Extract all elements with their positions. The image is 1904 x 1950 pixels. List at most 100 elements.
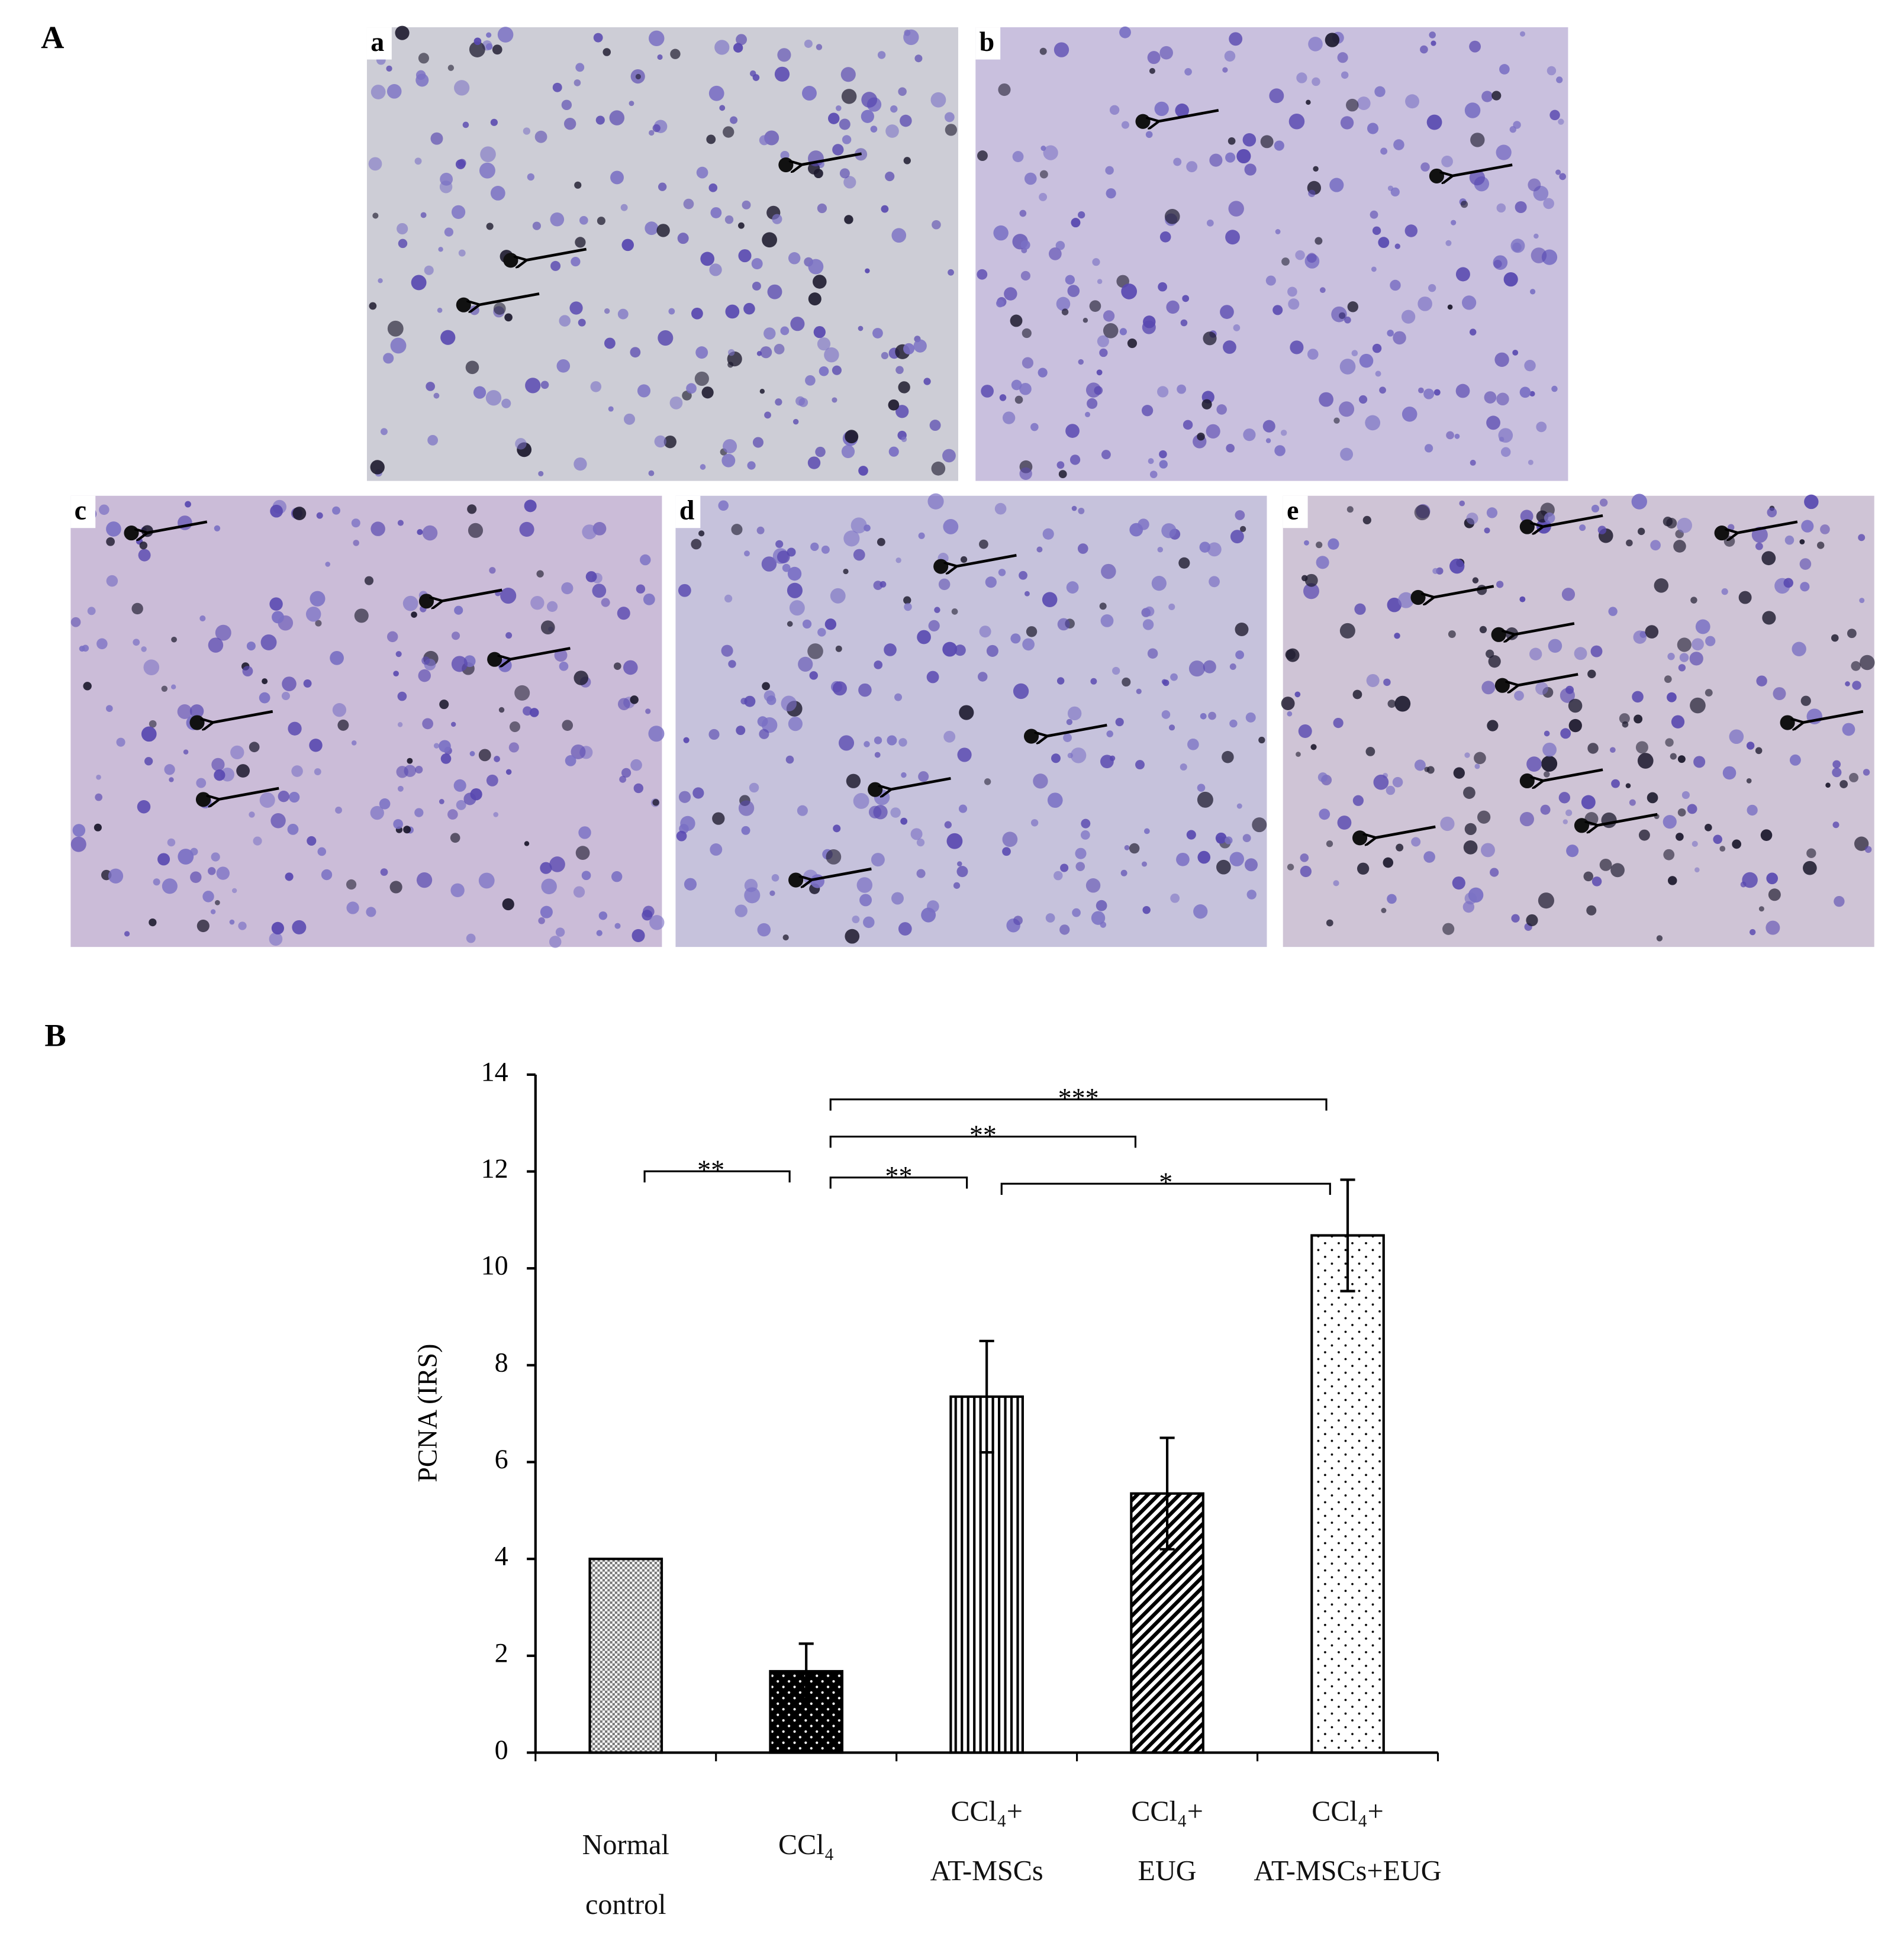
nucleus	[1161, 710, 1171, 719]
nucleus	[1002, 411, 1016, 424]
nucleus	[752, 281, 761, 291]
nucleus	[652, 799, 659, 806]
nucleus	[1333, 417, 1340, 424]
nucleus	[1235, 623, 1249, 637]
nucleus	[492, 44, 502, 55]
nucleus	[1610, 863, 1625, 878]
nucleus	[861, 92, 878, 108]
nucleus	[171, 636, 177, 643]
nucleus	[1208, 711, 1216, 720]
nucleus	[1154, 101, 1169, 117]
nucleus	[149, 918, 157, 927]
nucleus	[167, 838, 176, 847]
nucleus	[1039, 170, 1048, 179]
nucleus	[874, 736, 882, 744]
nucleus	[397, 223, 408, 235]
arrow	[1597, 813, 1658, 826]
nucleus	[1229, 663, 1236, 670]
nucleus	[1229, 852, 1244, 866]
nucleus	[787, 566, 802, 581]
nucleus	[810, 874, 825, 888]
nucleus	[714, 40, 730, 55]
nucleus	[1632, 691, 1644, 703]
nucleus	[380, 428, 388, 436]
nucleus	[756, 526, 765, 534]
nucleus	[1357, 862, 1370, 875]
nucleus	[1209, 576, 1220, 588]
nucleus	[1197, 432, 1205, 441]
nucleus	[561, 99, 572, 111]
nucleus	[898, 922, 912, 936]
micrograph: d	[675, 493, 1267, 947]
nucleus	[1164, 208, 1180, 224]
nucleus	[871, 853, 885, 867]
nucleus	[1760, 829, 1773, 841]
nucleus	[505, 632, 513, 639]
nucleus	[1298, 724, 1312, 739]
nucleus	[143, 659, 160, 675]
nucleus	[695, 346, 708, 359]
nucleus	[1120, 869, 1127, 876]
nucleus	[1129, 843, 1140, 854]
nucleus	[1568, 698, 1583, 713]
nucleus	[285, 872, 294, 881]
nucleus	[1766, 920, 1780, 935]
nucleus	[1692, 840, 1698, 847]
nucleus	[1067, 285, 1080, 297]
nucleus	[923, 378, 931, 385]
nucleus	[1042, 592, 1058, 607]
nucleus	[1340, 116, 1354, 130]
nucleus	[486, 32, 492, 38]
nucleus	[485, 43, 493, 50]
nucleus	[1460, 201, 1468, 208]
nucleus	[1609, 747, 1616, 753]
nucleus	[1544, 730, 1550, 737]
nucleus	[668, 308, 675, 315]
nucleus	[1206, 424, 1220, 439]
nucleus	[372, 212, 379, 219]
stained-nucleus	[1714, 526, 1729, 541]
nucleus	[1226, 443, 1235, 453]
nucleus	[1428, 284, 1436, 292]
nucleus	[1244, 858, 1258, 872]
nucleus	[977, 269, 988, 280]
nucleus	[1269, 88, 1284, 104]
nucleus	[1464, 102, 1481, 118]
nucleus	[1339, 623, 1355, 639]
nucleus	[1054, 42, 1069, 57]
nucleus	[1039, 47, 1047, 55]
nucleus	[262, 678, 268, 685]
nucleus	[1800, 582, 1810, 592]
nucleus	[1229, 32, 1243, 46]
nucleus	[1092, 258, 1100, 266]
nucleus	[1057, 618, 1070, 631]
nucleus	[1341, 71, 1349, 79]
nucleus	[771, 874, 779, 882]
nucleus	[1337, 52, 1348, 63]
nucleus	[1541, 755, 1558, 772]
nucleus	[1262, 420, 1275, 433]
nucleus	[424, 265, 434, 275]
nucleus	[859, 894, 872, 907]
nucleus	[1746, 778, 1752, 784]
nucleus	[1414, 759, 1426, 771]
nucleus	[1245, 712, 1256, 723]
nucleus	[1656, 935, 1663, 942]
nucleus	[1161, 679, 1167, 685]
nucleus	[683, 737, 690, 743]
nucleus	[1233, 324, 1241, 331]
nucleus	[95, 793, 103, 801]
nucleus	[1529, 391, 1535, 397]
nucleus	[1096, 369, 1103, 376]
nucleus	[309, 739, 323, 752]
nucleus	[1119, 26, 1131, 38]
nucleus	[816, 44, 823, 50]
nucleus	[397, 785, 404, 792]
x-tick-label: CCl₄+ EUG	[1131, 1796, 1203, 1887]
nucleus	[774, 66, 790, 82]
arrow	[146, 520, 208, 533]
nucleus	[1101, 450, 1111, 460]
nucleus	[700, 252, 715, 266]
y-tick-label: 10	[481, 1250, 508, 1281]
stained-nucleus	[1491, 627, 1506, 642]
